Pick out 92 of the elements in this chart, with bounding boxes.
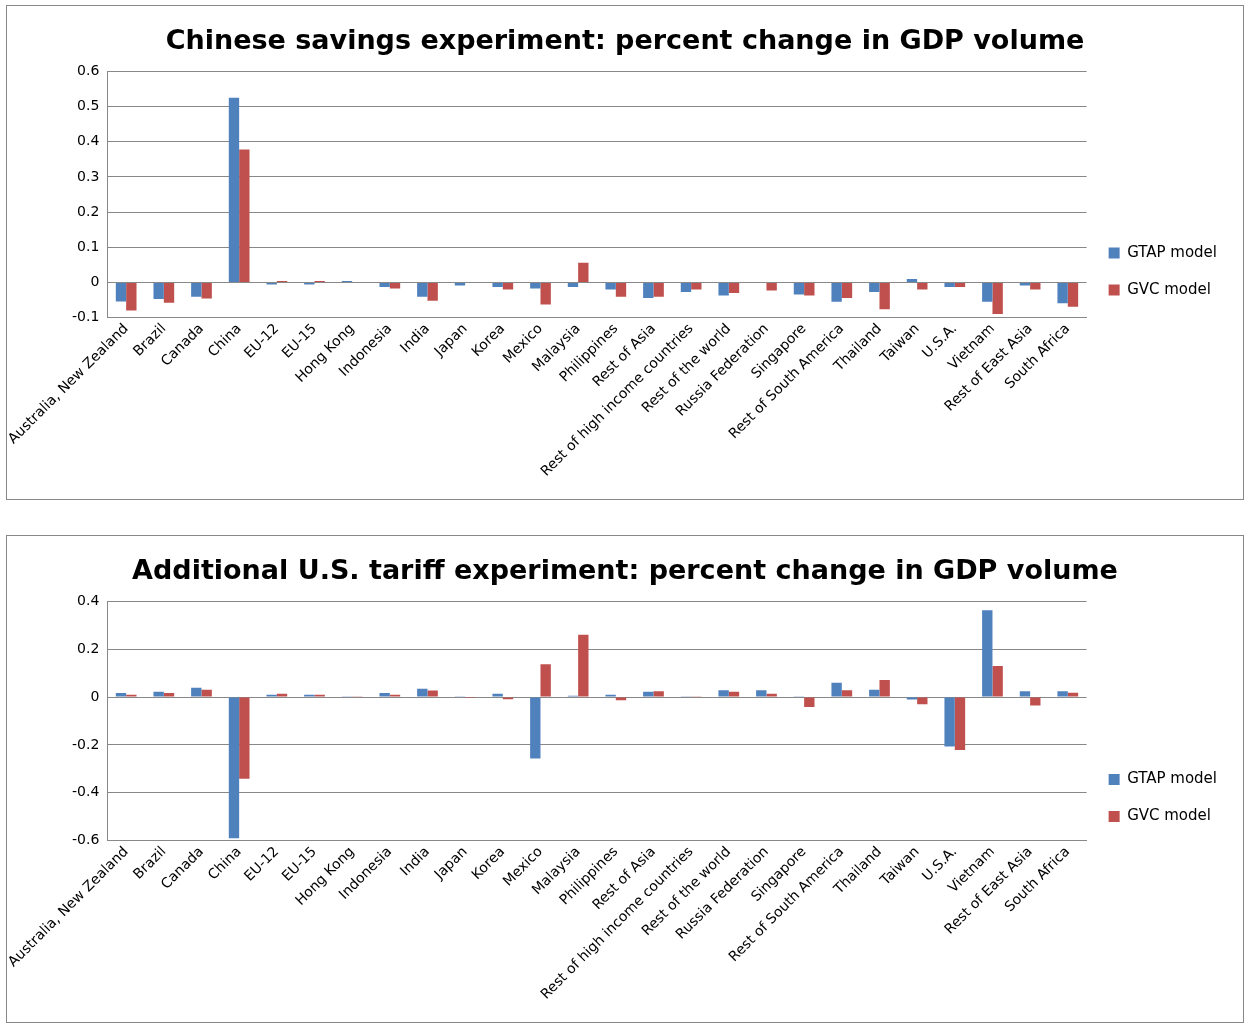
y-tick-label: -0.1 [72,308,100,325]
bar [841,282,853,298]
bar [454,282,466,286]
bar [578,634,589,697]
bar [379,693,390,697]
bar [718,690,729,697]
y-tick-label: 0.3 [77,167,100,184]
bar [1057,282,1068,304]
y-tick-label: 0.1 [77,237,100,254]
legend-label: GTAP model [1127,242,1218,261]
bar [379,282,390,287]
bar [906,278,918,282]
bar [228,97,240,282]
bar [992,282,1003,315]
bar [869,282,880,292]
bar [115,693,127,697]
bar [153,282,164,299]
bar [417,688,428,697]
bar [239,697,250,779]
bar [492,282,503,287]
y-tick-label: 0 [90,687,100,704]
bar [879,282,890,310]
bar [427,690,438,697]
bar [239,149,250,282]
bar [982,610,993,697]
bar [653,282,664,297]
y-tick-label: 0.6 [77,62,100,79]
bar [276,693,288,697]
bar [728,691,740,697]
bar [1057,691,1068,697]
bar [191,687,202,697]
y-tick-label: 0.5 [77,97,100,114]
legend-label: GVC model [1127,279,1211,298]
bar [1019,282,1031,286]
bar [605,282,616,290]
bar [831,682,842,697]
y-tick-label: 0.2 [77,202,100,219]
bar [954,282,966,287]
chart-title: Additional U.S. tariff experiment: percent change in GDP volume [131,554,1119,585]
bar [944,697,955,747]
bar [163,693,175,697]
bar [228,697,240,839]
bar [831,282,842,302]
legend-label: GVC model [1127,806,1211,825]
bar [530,697,541,759]
bar [126,282,137,311]
bar [841,690,853,697]
y-tick-label: 0.4 [77,592,100,609]
y-tick-label: -0.6 [72,831,100,848]
bar [201,689,212,697]
bar [804,697,815,708]
bar [718,282,729,296]
bar [578,262,589,282]
bar [201,282,212,299]
bar [1067,692,1079,697]
bar [869,689,880,697]
y-tick-label: -0.2 [72,735,100,752]
y-tick-label: 0.2 [77,639,100,656]
bar [540,282,551,305]
bar [691,282,702,290]
bar [1019,691,1031,697]
bar [766,282,777,291]
legend-label: GTAP model [1127,769,1218,788]
bar [879,680,890,697]
bar [1067,282,1079,307]
y-tick-label: -0.4 [72,783,100,800]
bar [992,665,1003,697]
bar [615,282,627,297]
bar [728,282,740,293]
bar [680,282,692,292]
bar [766,693,777,697]
bar [653,691,664,697]
bar [944,282,955,287]
bar [115,282,127,302]
bar [191,282,202,297]
y-tick-label: 0.4 [77,132,100,149]
bar [540,664,551,697]
bar [804,282,815,296]
bar [756,690,767,697]
bar [793,282,805,295]
bar [427,282,438,301]
bar [567,282,579,287]
y-tick-label: 0 [90,273,100,290]
bar [954,697,966,750]
bar [643,691,654,697]
bar [153,691,164,697]
bar [643,282,654,298]
bar [417,282,428,297]
bar [163,282,175,303]
chart-title: Chinese savings experiment: percent change in GDP volume [164,24,1086,55]
bar [982,282,993,302]
bar [492,693,503,697]
